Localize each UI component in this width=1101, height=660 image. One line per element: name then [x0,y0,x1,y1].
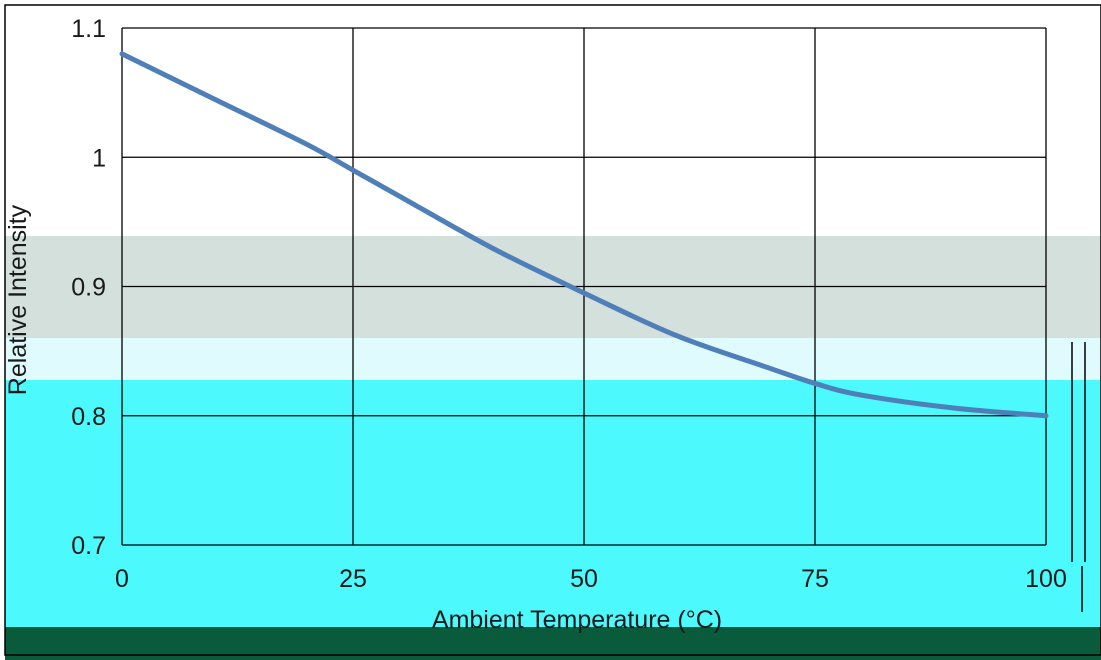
x-tick-label: 25 [339,565,367,593]
band-grey [5,236,1101,348]
y-tick-label: 0.9 [71,274,106,302]
y-tick-label: 0.8 [71,403,106,431]
x-tick-label: 100 [1025,565,1067,593]
x-axis-title: Ambient Temperature (°C) [432,606,722,634]
y-tick-label: 1.1 [71,15,106,43]
y-axis-title: Relative Intensity [4,204,32,395]
band-cyan [5,380,1101,628]
background-bands [5,236,1101,660]
y-tick-label: 0.7 [71,532,106,560]
x-tick-label: 0 [115,565,129,593]
y-tick-label: 1 [92,144,106,172]
band-light-cyan [5,338,1101,382]
x-tick-label: 75 [801,565,829,593]
x-tick-label: 50 [570,565,598,593]
